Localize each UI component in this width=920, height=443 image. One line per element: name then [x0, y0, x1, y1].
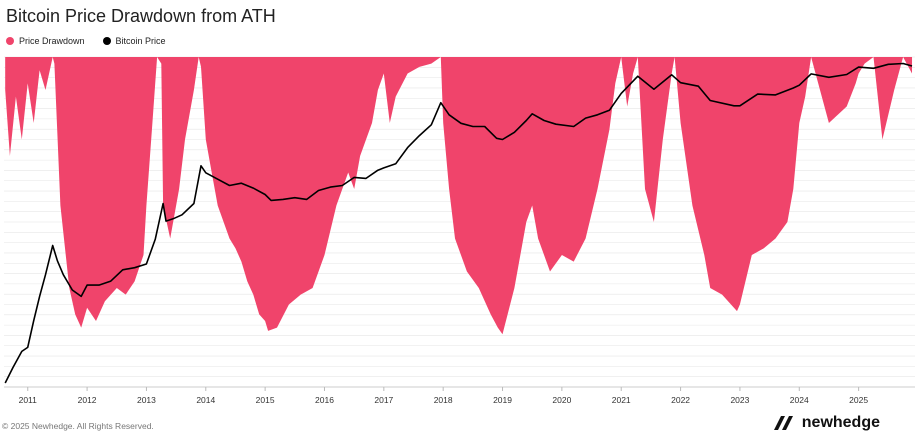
- chart-legend: Price Drawdown Bitcoin Price: [6, 36, 166, 46]
- x-tick-label: 2011: [19, 395, 38, 405]
- x-tick-label: 2017: [374, 395, 393, 405]
- drawdown-area-layer: [5, 57, 913, 335]
- x-tick-label: 2023: [730, 395, 749, 405]
- legend-label-drawdown: Price Drawdown: [19, 36, 85, 46]
- price-line: [4, 62, 913, 384]
- newhedge-logo-icon: [773, 416, 793, 430]
- legend-item-drawdown[interactable]: Price Drawdown: [6, 36, 85, 46]
- x-tick-label: 2025: [849, 395, 868, 405]
- x-tick-label: 2020: [552, 395, 571, 405]
- legend-label-price: Bitcoin Price: [115, 36, 166, 46]
- brand-name: newhedge: [801, 414, 880, 431]
- x-axis: 2011 2012 2013 2014 2015 2016 2017 2018 2019 2020…: [4, 386, 915, 405]
- drawdown-area: [5, 57, 913, 335]
- brand-logo[interactable]: newhedge: [773, 414, 880, 432]
- x-tick-label: 2018: [434, 395, 453, 405]
- x-tick-label: 2021: [612, 395, 631, 405]
- chart-title: Bitcoin Price Drawdown from ATH: [6, 6, 276, 26]
- legend-swatch-price: [102, 37, 111, 45]
- x-tick-label: 2019: [493, 395, 512, 405]
- copyright-text: © 2025 Newhedge. All Rights Reserved.: [2, 421, 154, 431]
- legend-swatch-drawdown: [6, 37, 14, 45]
- x-tick-label: 2024: [790, 395, 809, 405]
- x-tick-label: 2014: [196, 395, 215, 405]
- legend-item-price[interactable]: Bitcoin Price: [102, 36, 166, 46]
- x-tick-label: 2012: [78, 395, 97, 405]
- x-tick-label: 2013: [137, 395, 156, 405]
- price-line-layer: [4, 62, 913, 384]
- x-tick-label: 2022: [671, 395, 690, 405]
- x-tick-label: 2015: [256, 395, 275, 405]
- x-tick-label: 2016: [315, 395, 334, 405]
